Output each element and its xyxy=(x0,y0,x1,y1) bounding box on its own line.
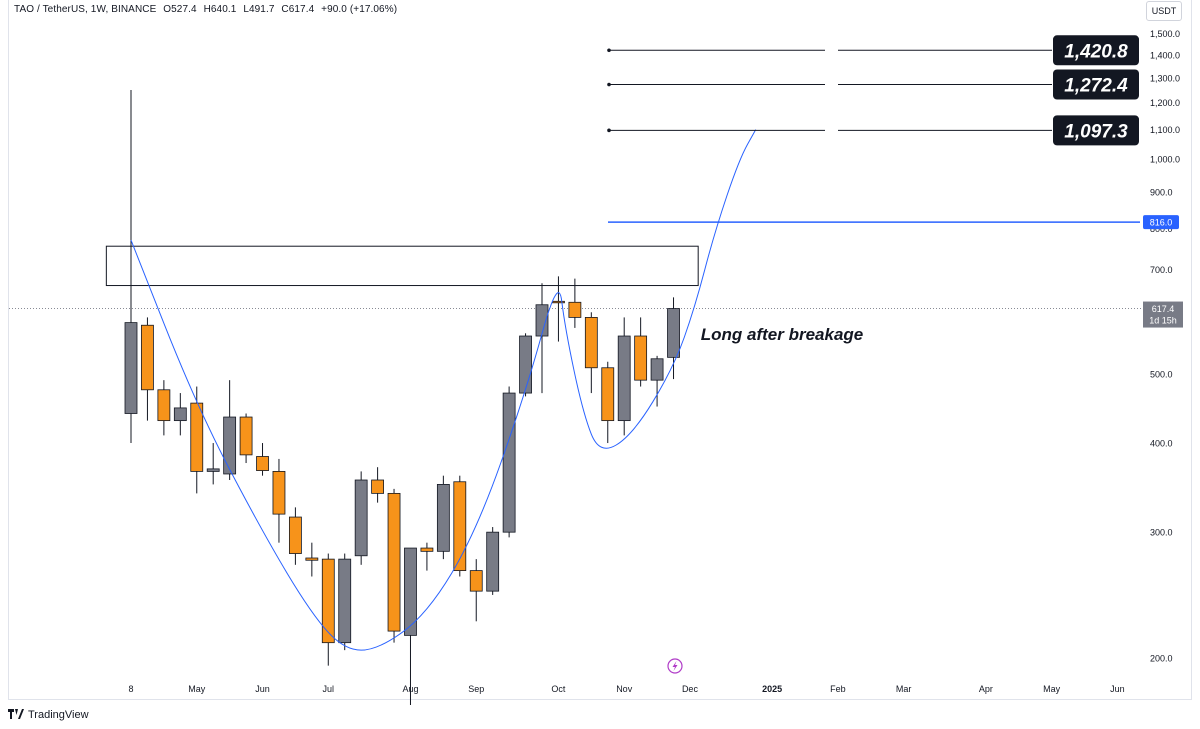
candle-body xyxy=(601,367,615,422)
candle-body xyxy=(502,392,516,533)
candle-body xyxy=(617,335,631,422)
candle-body xyxy=(206,468,220,472)
y-tick-label: 1,000.0 xyxy=(1150,155,1180,165)
change-value: +90.0 (+17.06%) xyxy=(321,4,398,15)
annotation-text: Long after breakage xyxy=(701,325,864,344)
candle-body xyxy=(584,317,598,369)
x-tick-label: 2025 xyxy=(762,684,782,694)
candle-body xyxy=(519,335,532,394)
candle-body xyxy=(272,471,286,515)
candle-body xyxy=(157,389,171,422)
target-tag xyxy=(1053,115,1139,146)
close-value: C617.4 xyxy=(281,4,315,15)
breakout-level-label: 816.0 xyxy=(1150,218,1173,228)
current-price-label: 617.4 xyxy=(1152,304,1175,314)
tradingview-logo-icon xyxy=(8,708,24,722)
candle-body xyxy=(288,516,302,554)
y-tick-label: 1,400.0 xyxy=(1150,50,1180,60)
brand-name: TradingView xyxy=(28,709,89,721)
target-label: 1,420.8 xyxy=(1064,41,1128,62)
y-tick-label: 700.0 xyxy=(1150,265,1173,275)
resistance-zone xyxy=(105,245,699,287)
candle-body xyxy=(453,481,467,572)
candle-body xyxy=(190,402,204,472)
candle-body xyxy=(552,300,565,304)
y-tick-label: 1,500.0 xyxy=(1150,29,1180,39)
x-tick-label: Dec xyxy=(682,684,699,694)
y-tick-label: 1,300.0 xyxy=(1150,73,1180,83)
y-tick-label: 400.0 xyxy=(1150,439,1173,449)
candle-body xyxy=(305,557,319,561)
x-tick-label: Sep xyxy=(468,684,484,694)
x-tick-label: May xyxy=(188,684,206,694)
open-value: O527.4 xyxy=(163,4,197,15)
candle-body xyxy=(469,570,483,592)
y-tick-label: 200.0 xyxy=(1150,653,1173,663)
y-tick-label: 500.0 xyxy=(1150,369,1173,379)
x-tick-label: Mar xyxy=(896,684,912,694)
candle-body xyxy=(535,304,549,337)
target-label: 1,097.3 xyxy=(1064,121,1128,142)
candle-body xyxy=(667,308,680,358)
y-tick-label: 900.0 xyxy=(1150,187,1173,197)
target-label: 1,272.4 xyxy=(1064,75,1128,96)
y-tick-label: 1,100.0 xyxy=(1150,125,1180,135)
candle-body xyxy=(141,324,154,391)
candle-body xyxy=(321,558,335,644)
candle-body xyxy=(354,479,368,557)
projection-curve xyxy=(130,129,757,651)
low-value: L491.7 xyxy=(243,4,275,15)
symbol-info: TAO / TetherUS, 1W, BINANCE O527.4 H640.… xyxy=(14,4,401,15)
chart-frame xyxy=(8,0,1192,700)
candle-body xyxy=(338,558,352,644)
candle-body xyxy=(568,301,582,318)
high-value: H640.1 xyxy=(203,4,237,15)
countdown-label: 1d 15h xyxy=(1149,316,1177,326)
symbol-name[interactable]: TAO / TetherUS, 1W, BINANCE xyxy=(14,4,157,15)
target-tag xyxy=(1053,69,1139,100)
tradingview-brand[interactable]: TradingView xyxy=(8,708,89,722)
x-tick-label: 8 xyxy=(128,684,133,694)
candle-body xyxy=(256,456,269,471)
candle-body xyxy=(239,416,253,456)
candle-body xyxy=(387,492,401,632)
x-tick-label: Jun xyxy=(255,684,270,694)
y-tick-label: 300.0 xyxy=(1150,528,1173,538)
x-tick-label: Jul xyxy=(323,684,335,694)
target-tag xyxy=(1053,35,1139,66)
y-tick-label: 1,200.0 xyxy=(1150,98,1180,108)
candle-body xyxy=(436,484,450,552)
candle-body xyxy=(371,479,385,494)
current-price-tag xyxy=(1143,301,1183,328)
x-tick-label: Jun xyxy=(1110,684,1125,694)
candle-body xyxy=(634,335,648,381)
x-tick-label: May xyxy=(1043,684,1061,694)
x-tick-label: Oct xyxy=(551,684,566,694)
candle-body xyxy=(173,407,187,422)
x-tick-label: Nov xyxy=(616,684,633,694)
candle-body xyxy=(420,547,434,552)
currency-button[interactable]: USDT xyxy=(1146,1,1182,21)
x-tick-label: Feb xyxy=(830,684,846,694)
x-tick-label: Apr xyxy=(979,684,993,694)
lightning-icon xyxy=(672,661,678,671)
candle-body xyxy=(650,358,664,381)
candle-body xyxy=(486,531,500,592)
candle-body xyxy=(223,416,237,475)
breakout-level-tag xyxy=(1143,215,1179,230)
price-chart[interactable]: 1,500.0 1,400.0 1,300.0 1,200.0 1,100.0 1,000… xyxy=(0,0,1200,705)
candle-body xyxy=(124,322,138,414)
candle-body xyxy=(404,547,417,636)
